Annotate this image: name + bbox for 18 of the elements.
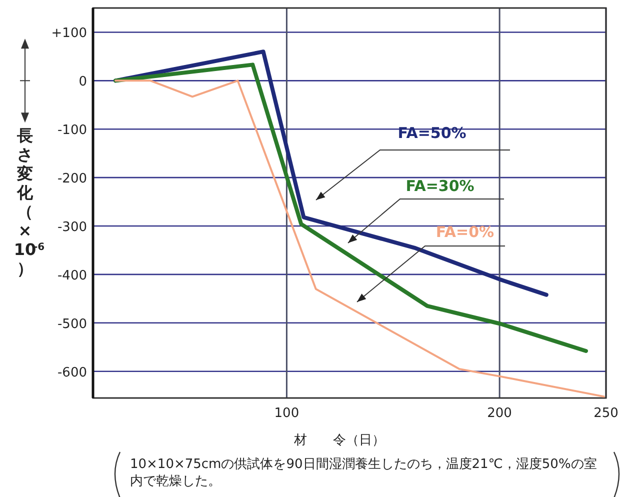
- text: FA=50%: [398, 124, 466, 142]
- y-tick-label: -500: [57, 316, 87, 332]
- x-tick-label: 250: [594, 406, 618, 421]
- line-series: [114, 62, 588, 354]
- y-tick-label: +100: [51, 26, 87, 42]
- x-tick-label: 200: [487, 406, 512, 421]
- line-series: [114, 80, 605, 398]
- y-tick-label: -100: [57, 123, 87, 138]
- y-tick-label: 0: [78, 74, 87, 90]
- y-tick-label: -200: [57, 172, 87, 187]
- y-tick-label: -400: [57, 268, 87, 284]
- y-tick-label: -300: [57, 220, 87, 236]
- x-axis-title: 材 令（日）: [293, 433, 385, 448]
- text: FA=0%: [436, 223, 494, 241]
- x-tick-label: 100: [274, 406, 300, 421]
- y-tick-label: -600: [57, 365, 87, 380]
- text: FA=30%: [406, 177, 474, 195]
- text: 10×10×75cmの供試体を90日間湿潤養生したのち，温度21℃，湿度50%の室内で乾燥した。: [130, 456, 597, 489]
